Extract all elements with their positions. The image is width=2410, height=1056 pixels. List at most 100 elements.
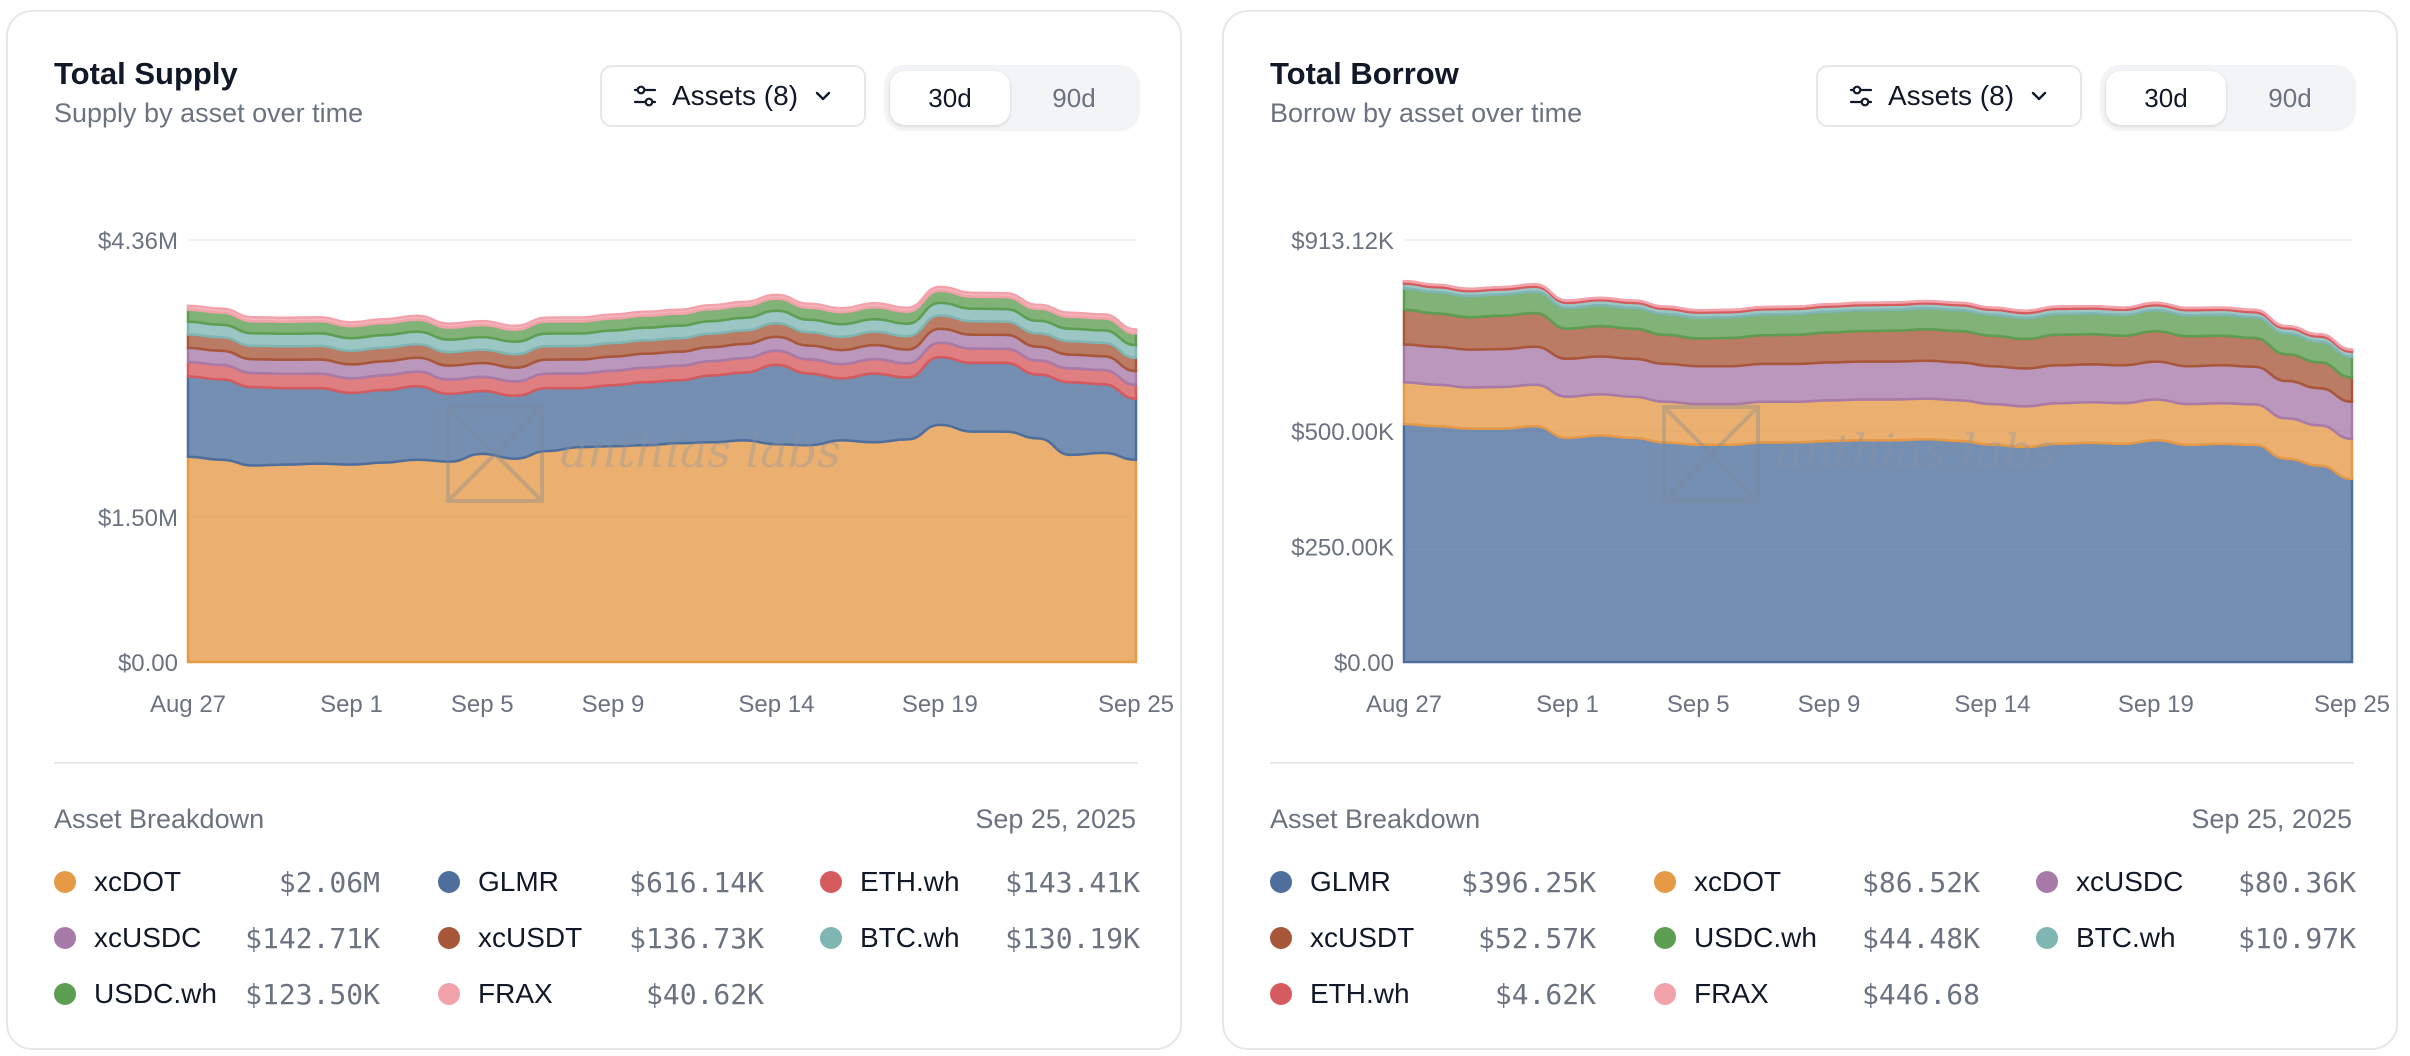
- period-30d-button[interactable]: 30d: [890, 71, 1010, 125]
- legend-asset-name: USDC.wh: [94, 978, 217, 1009]
- legend-asset-name: GLMR: [478, 866, 559, 897]
- breakdown-date: Sep 25, 2025: [975, 804, 1136, 834]
- legend-asset-name: xcUSDT: [478, 922, 583, 953]
- legend-asset-value: $40.62K: [645, 978, 764, 1011]
- assets-filter-button[interactable]: Assets (8): [600, 65, 866, 127]
- legend-asset-name: xcUSDC: [94, 922, 202, 953]
- legend-asset-value: $52.57K: [1477, 922, 1596, 955]
- legend-color-dot: [1270, 983, 1292, 1005]
- area-series-frax[interactable]: [1402, 279, 2354, 351]
- y-tick-label: $0.00: [118, 650, 178, 677]
- svg-text:anthias labs: anthias labs: [1776, 424, 2057, 478]
- y-tick-label: $913.12K: [1291, 228, 1394, 255]
- legend-asset-value: $4.62K: [1494, 978, 1596, 1011]
- panel-title: Total Borrow: [1270, 56, 1459, 91]
- watermark: anthias labs: [446, 405, 841, 503]
- x-tick-label: Aug 27: [1366, 691, 1442, 718]
- legend-asset-name: BTC.wh: [860, 922, 960, 953]
- legend-asset-name: xcUSDT: [1310, 922, 1415, 953]
- x-tick-label: Sep 14: [738, 691, 814, 718]
- total-supply-card: Total Supply Supply by asset over time A…: [6, 10, 1182, 1050]
- legend-item-eth-wh: ETH.wh $4.62K: [1270, 974, 1596, 1014]
- legend-asset-value: $123.50K: [245, 978, 380, 1011]
- borrow-area-chart: $0.00 $250.00K $500.00K $913.12K Aug 27 Sep 1…: [1291, 228, 2390, 718]
- legend-asset-name: xcDOT: [94, 866, 182, 897]
- legend-color-dot: [54, 983, 76, 1005]
- x-tick-label: Sep 19: [902, 691, 978, 718]
- legend-asset-name: FRAX: [1694, 978, 1769, 1009]
- legend-color-dot: [438, 871, 460, 893]
- area-series-frax[interactable]: [186, 285, 1138, 335]
- legend-item-eth-wh: ETH.wh $143.41K: [820, 862, 1140, 902]
- assets-filter-button[interactable]: Assets (8): [1816, 65, 2082, 127]
- x-tick-label: Sep 19: [2118, 691, 2194, 718]
- x-tick-label: Sep 25: [2314, 691, 2390, 718]
- x-tick-label: Sep 9: [1798, 691, 1861, 718]
- legend-item-xcdot: xcDOT $86.52K: [1654, 862, 1980, 902]
- legend-asset-value: $143.41K: [1005, 866, 1140, 899]
- x-tick-label: Sep 5: [1667, 691, 1730, 718]
- legend-asset-name: ETH.wh: [860, 866, 960, 897]
- x-tick-label: Sep 5: [451, 691, 514, 718]
- panel-title: Total Supply: [54, 56, 238, 91]
- supply-area-chart: $0.00 $1.50M $4.36M Aug 27 Sep 1 Sep 5 Sep 9 Se…: [98, 228, 1174, 718]
- panel-subtitle: Borrow by asset over time: [1270, 98, 1583, 128]
- legend-item-xcdot: xcDOT $2.06M: [54, 862, 380, 902]
- legend-color-dot: [1654, 871, 1676, 893]
- legend-asset-value: $10.97K: [2237, 922, 2356, 955]
- legend-item-xcusdc: xcUSDC $142.71K: [54, 918, 380, 958]
- legend-color-dot: [1654, 983, 1676, 1005]
- y-tick-label: $1.50M: [98, 505, 178, 532]
- divider: [54, 762, 1138, 764]
- legend-item-frax: FRAX $40.62K: [438, 974, 764, 1014]
- legend-color-dot: [1270, 927, 1292, 949]
- total-borrow-card: Total Borrow Borrow by asset over time A…: [1222, 10, 2398, 1050]
- legend-color-dot: [438, 983, 460, 1005]
- period-toggle: 30d 90d: [2100, 65, 2356, 131]
- divider: [1270, 762, 2354, 764]
- legend-item-btc-wh: BTC.wh $130.19K: [820, 918, 1140, 958]
- legend-asset-value: $2.06M: [278, 866, 380, 899]
- y-tick-label: $0.00: [1334, 650, 1394, 677]
- svg-text:anthias labs: anthias labs: [560, 424, 841, 478]
- legend-item-usdc-wh: USDC.wh $44.48K: [1654, 918, 1980, 958]
- period-30d-button[interactable]: 30d: [2106, 71, 2226, 125]
- x-tick-label: Sep 9: [582, 691, 645, 718]
- sliders-icon: [632, 83, 658, 109]
- legend-color-dot: [2036, 927, 2058, 949]
- watermark: anthias labs: [1662, 405, 2057, 503]
- legend-item-usdc-wh: USDC.wh $123.50K: [54, 974, 380, 1014]
- legend-item-glmr: GLMR $396.25K: [1270, 862, 1596, 902]
- x-tick-label: Sep 1: [320, 691, 383, 718]
- legend-item-frax: FRAX $446.68: [1654, 974, 1980, 1014]
- x-tick-label: Sep 1: [1536, 691, 1599, 718]
- period-toggle: 30d 90d: [884, 65, 1140, 131]
- x-tick-label: Sep 25: [1098, 691, 1174, 718]
- period-90d-button[interactable]: 90d: [1052, 82, 1096, 113]
- legend-item-glmr: GLMR $616.14K: [438, 862, 764, 902]
- legend-asset-value: $616.14K: [629, 866, 764, 899]
- legend-asset-name: xcDOT: [1694, 866, 1782, 897]
- legend-color-dot: [1654, 927, 1676, 949]
- legend-asset-name: USDC.wh: [1694, 922, 1817, 953]
- legend-asset-name: xcUSDC: [2076, 866, 2184, 897]
- legend-color-dot: [1270, 871, 1292, 893]
- legend-color-dot: [820, 871, 842, 893]
- chevron-down-icon: [2028, 85, 2050, 107]
- breakdown-title: Asset Breakdown: [54, 804, 265, 834]
- legend-color-dot: [54, 871, 76, 893]
- legend-asset-name: BTC.wh: [2076, 922, 2176, 953]
- breakdown-title: Asset Breakdown: [1270, 804, 1481, 834]
- period-90d-button[interactable]: 90d: [2268, 82, 2312, 113]
- breakdown-date: Sep 25, 2025: [2191, 804, 2352, 834]
- legend-asset-name: FRAX: [478, 978, 553, 1009]
- x-tick-label: Sep 14: [1954, 691, 2030, 718]
- assets-filter-label: Assets (8): [671, 80, 799, 111]
- legend-color-dot: [820, 927, 842, 949]
- legend-asset-name: GLMR: [1310, 866, 1391, 897]
- panel-subtitle: Supply by asset over time: [54, 98, 364, 128]
- legend-asset-value: $136.73K: [629, 922, 764, 955]
- legend-asset-value: $130.19K: [1005, 922, 1140, 955]
- y-tick-label: $4.36M: [98, 228, 178, 255]
- legend-color-dot: [54, 927, 76, 949]
